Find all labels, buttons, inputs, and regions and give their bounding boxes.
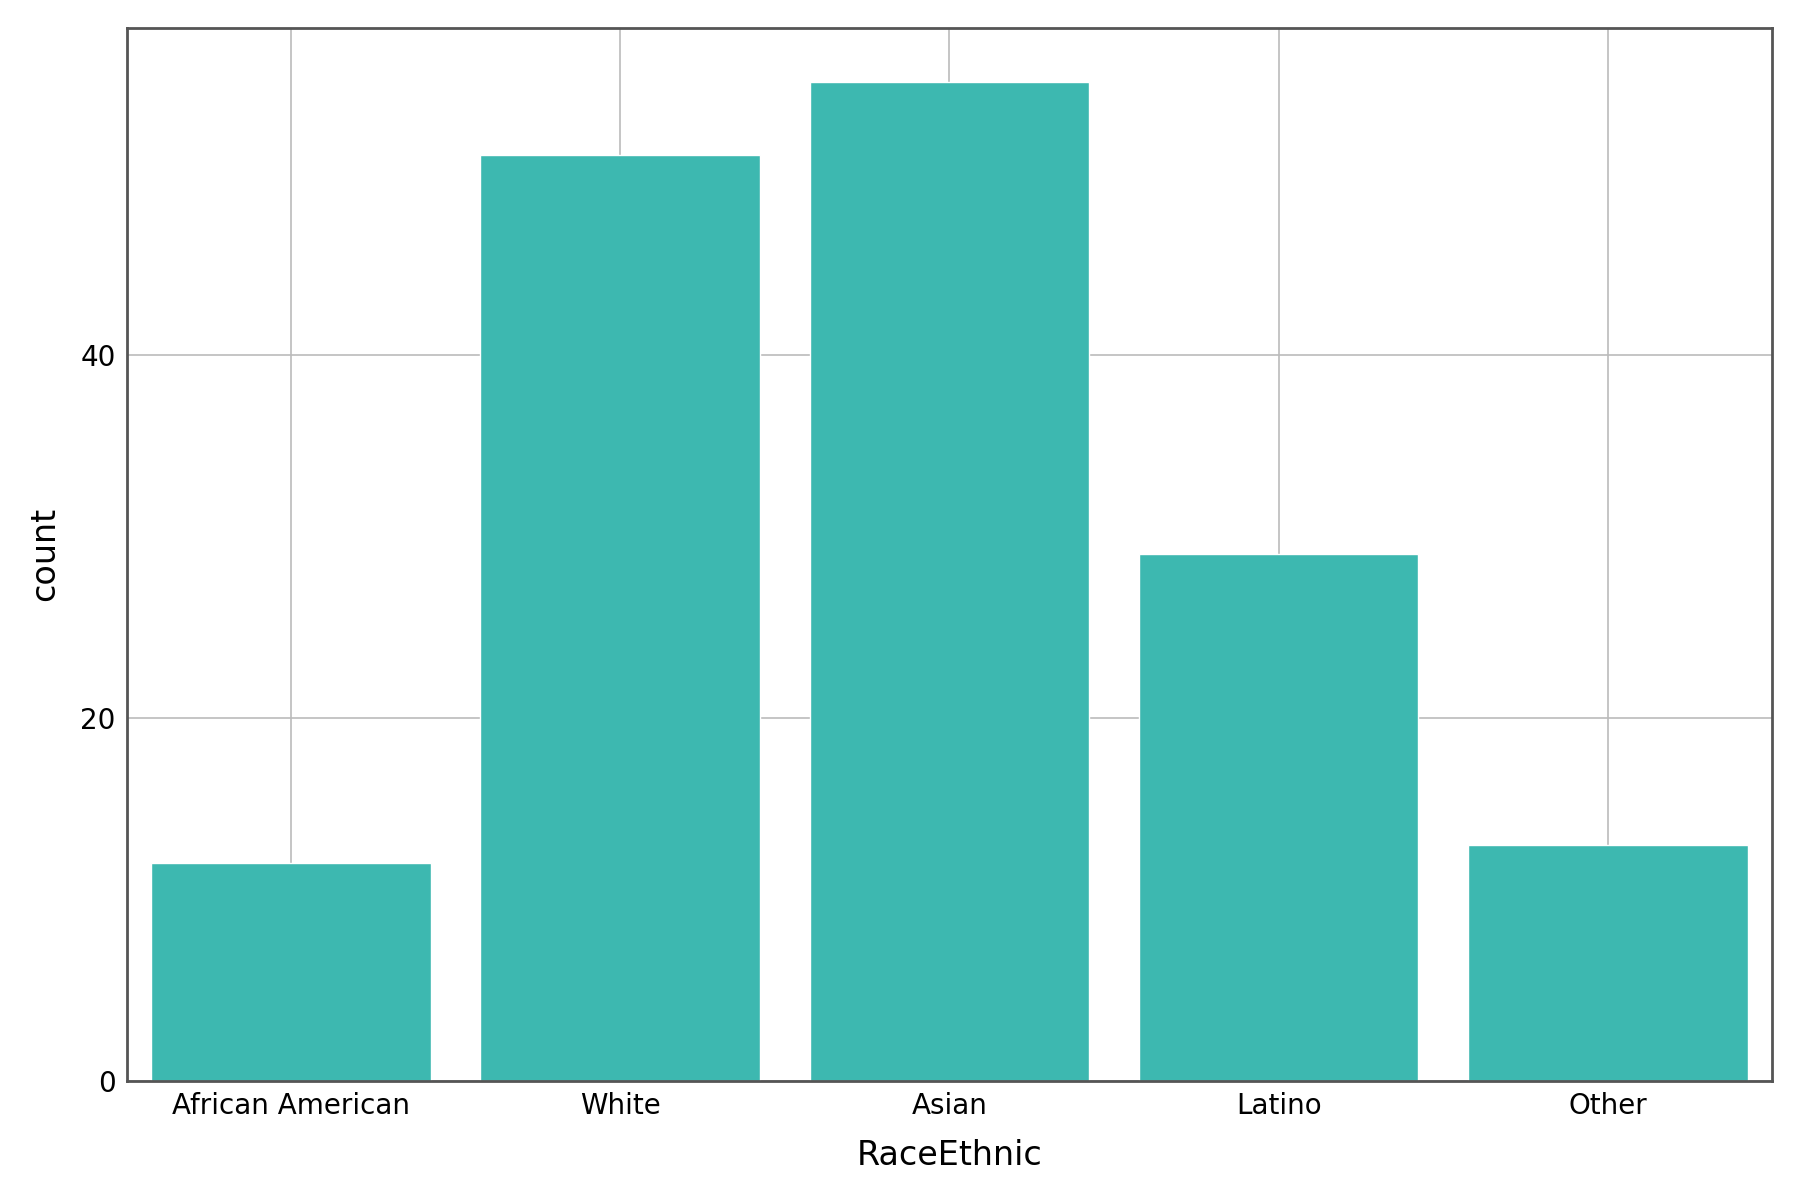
- Bar: [481, 155, 760, 1081]
- Y-axis label: count: count: [27, 508, 61, 601]
- Bar: [810, 83, 1089, 1081]
- X-axis label: RaceEthnic: RaceEthnic: [857, 1139, 1042, 1172]
- Bar: [1139, 554, 1418, 1081]
- Bar: [1467, 845, 1748, 1081]
- Bar: [151, 863, 432, 1081]
